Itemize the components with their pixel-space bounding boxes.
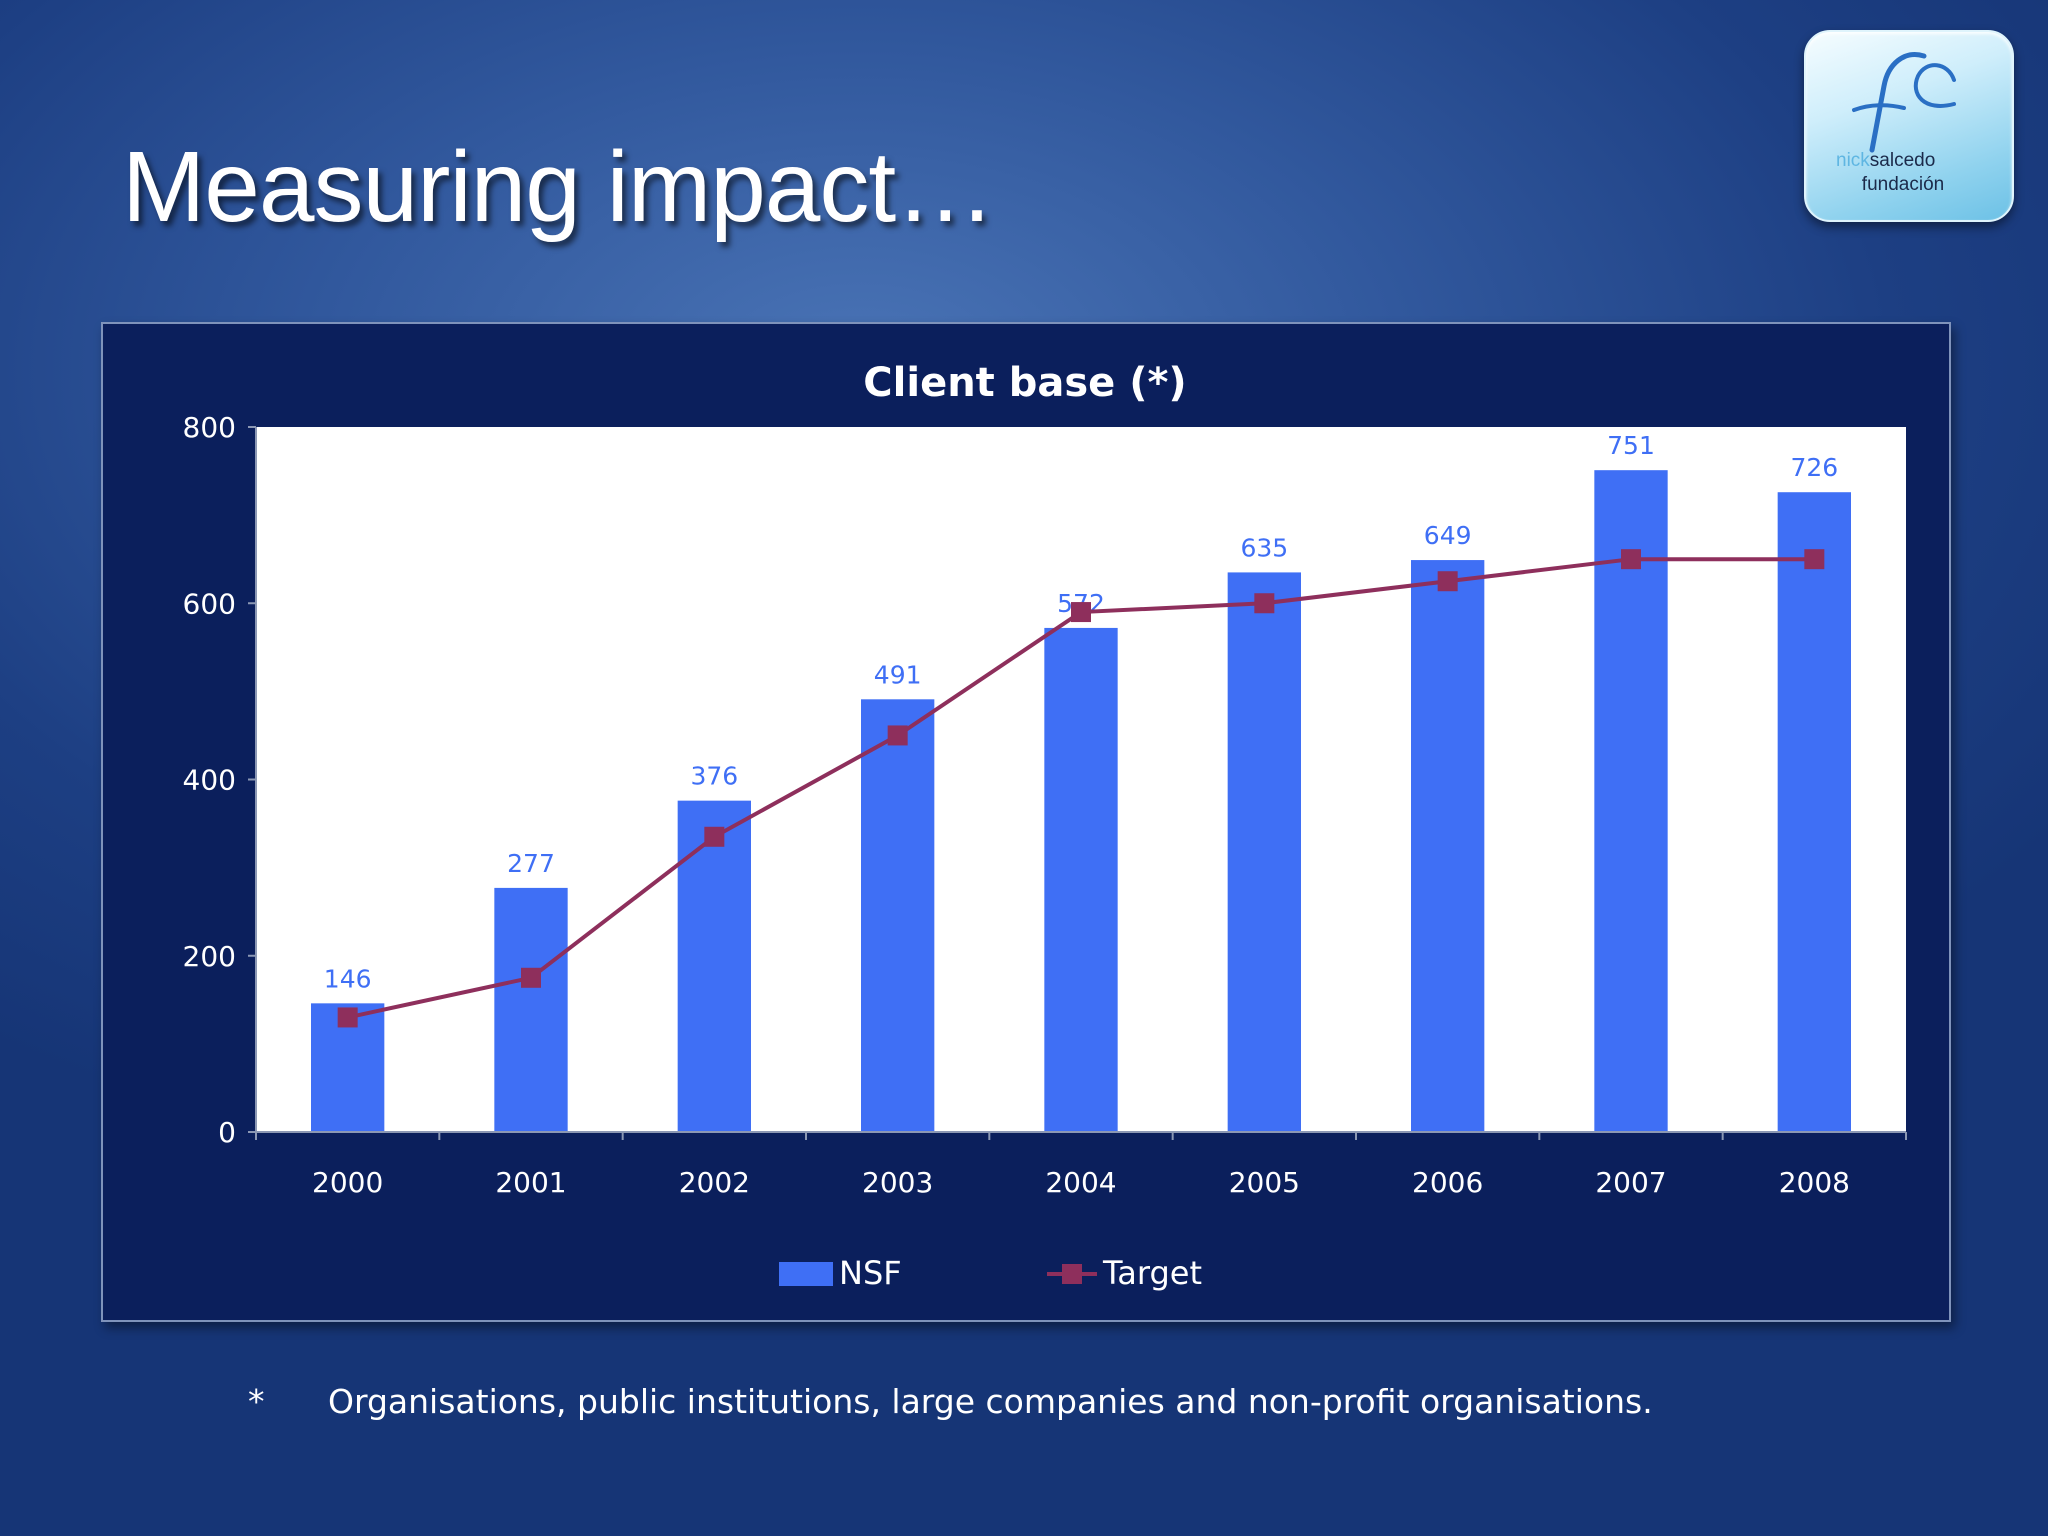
target-point-2006 [1437, 571, 1458, 592]
bar-2002 [677, 800, 751, 1132]
legend-target-marker [1062, 1264, 1082, 1284]
logo-subtitle: fundación [1861, 174, 1945, 195]
target-point-2003 [887, 725, 908, 746]
bar-data-label: 376 [690, 762, 738, 791]
y-tick-label: 400 [183, 764, 236, 797]
target-point-2002 [704, 826, 725, 847]
x-tick-label: 2006 [1412, 1166, 1483, 1199]
bar-data-label: 649 [1424, 521, 1472, 550]
bar-data-label: 491 [874, 660, 922, 689]
x-tick-label: 2008 [1779, 1166, 1850, 1199]
bar-2005 [1227, 572, 1301, 1132]
bar-data-label: 146 [324, 964, 372, 993]
y-tick-label: 0 [218, 1116, 236, 1149]
target-point-2001 [521, 967, 541, 988]
foundation-logo: nicksalcedo fundación [1804, 30, 2014, 222]
chart-title: Client base (*) [863, 360, 1186, 406]
bar-2008 [1777, 492, 1851, 1132]
logo-name: salcedo [1869, 150, 1936, 171]
legend-nsf-label: NSF [839, 1254, 902, 1292]
bar-2003 [861, 699, 935, 1132]
y-tick-label: 600 [183, 587, 236, 620]
footnote-marker: * [248, 1382, 265, 1421]
logo-name-line: nicksalcedo [1836, 150, 1935, 172]
x-tick-label: 2003 [862, 1166, 933, 1199]
x-tick-label: 2002 [679, 1166, 750, 1199]
y-tick-label: 200 [183, 940, 236, 973]
bar-data-label: 277 [507, 849, 555, 878]
bar-2007 [1594, 470, 1668, 1132]
target-point-2004 [1071, 602, 1091, 623]
bar-data-label: 726 [1790, 453, 1838, 482]
x-tick-label: 2000 [312, 1166, 383, 1199]
x-tick-label: 2001 [495, 1166, 566, 1199]
bar-data-label: 751 [1607, 431, 1655, 460]
x-tick-label: 2007 [1595, 1166, 1666, 1199]
legend-target-label: Target [1102, 1254, 1202, 1292]
y-tick-label: 800 [183, 411, 236, 444]
logo-name-faint: nick [1836, 150, 1870, 171]
bar-2001 [494, 887, 568, 1132]
logo-f-mark-icon [1852, 52, 1956, 153]
target-point-2008 [1804, 549, 1825, 570]
chart-panel: Client base (*) 146277376491572635649751… [101, 322, 1951, 1322]
x-tick-label: 2004 [1045, 1166, 1116, 1199]
footnote-text: Organisations, public institutions, larg… [328, 1382, 1653, 1421]
target-point-2000 [337, 1007, 358, 1028]
slide-title: Measuring impact… [122, 131, 995, 243]
client-base-chart: Client base (*) 146277376491572635649751… [183, 360, 1907, 1292]
bar-data-label: 635 [1240, 533, 1288, 562]
bar-2004 [1044, 627, 1118, 1132]
legend-nsf-swatch [779, 1262, 833, 1286]
target-point-2007 [1621, 549, 1641, 570]
x-tick-label: 2005 [1229, 1166, 1300, 1199]
target-point-2005 [1254, 593, 1275, 614]
bar-2006 [1411, 560, 1485, 1132]
